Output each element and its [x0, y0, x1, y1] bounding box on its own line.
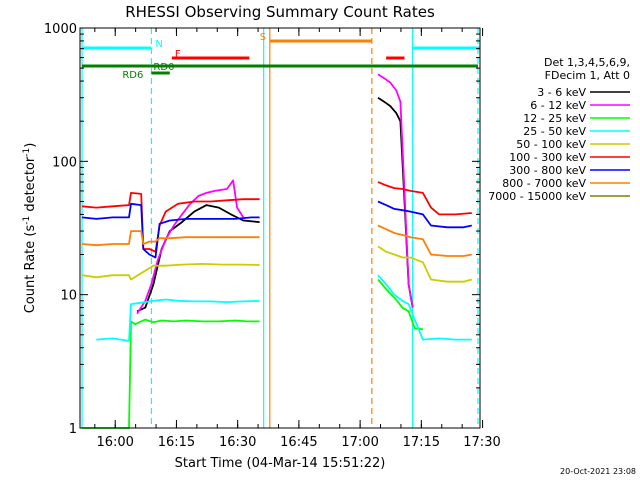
- y-tick-label: 100: [52, 155, 77, 170]
- legend-header-line-2: FDecim 1, Att 0: [545, 69, 630, 82]
- legend-label: 12 - 25 keV: [523, 112, 586, 125]
- series-50-100-kev-kev-segment-1: [81, 262, 260, 281]
- legend-header-line-1: Det 1,3,4,5,6,9,: [544, 56, 630, 69]
- series-6-12-kev-kev-segment-2: [377, 73, 414, 308]
- legend-label: 3 - 6 keV: [537, 86, 586, 99]
- x-tick-label: 17:00: [341, 435, 378, 450]
- legend: Det 1,3,4,5,6,9, FDecim 1, Att 0 3 - 6 k…: [488, 56, 630, 203]
- series-25-50-kev-kev-segment-1: [96, 298, 260, 342]
- status-label-f: F: [175, 49, 181, 60]
- y-ticks: 1 10 100 1000: [44, 22, 480, 437]
- y-tick-label: 10: [60, 289, 77, 304]
- status-label-rd6: RD6: [122, 70, 143, 81]
- series-12-25-kev-kev-segment-1: [82, 318, 260, 429]
- series-300-800-kev-kev-segment-2: [377, 200, 472, 229]
- y-axis-label: Count Rate (s-1 detector-1): [22, 143, 38, 314]
- legend-label: 800 - 7000 keV: [502, 177, 586, 190]
- legend-label: 6 - 12 keV: [530, 99, 586, 112]
- status-label-s: S: [260, 32, 266, 43]
- chart-title: RHESSI Observing Summary Count Rates: [125, 3, 435, 21]
- legend-label: 300 - 800 keV: [509, 164, 586, 177]
- x-tick-label: 16:15: [158, 435, 195, 450]
- legend-label: 100 - 300 keV: [509, 151, 586, 164]
- series-3-6-kev-kev-segment-1: [136, 204, 260, 313]
- x-tick-label: 16:30: [219, 435, 256, 450]
- x-axis-label: Start Time (04-Mar-14 15:51:22): [175, 456, 386, 471]
- series-300-800-kev-kev-segment-1: [81, 202, 260, 259]
- series-800-7000-kev-kev-segment-1: [81, 230, 260, 247]
- x-ticks: 16:00 16:15 16:30 16:45 17:00 17:15 17:30: [94, 28, 501, 450]
- series-800-7000-kev-kev-segment-2: [377, 224, 472, 257]
- series-6-12-kev-kev-segment-1: [136, 179, 245, 315]
- series-100-300-kev-kev-segment-2: [377, 181, 472, 216]
- y-tick-label: 1000: [44, 22, 77, 37]
- legend-label: 25 - 50 keV: [523, 125, 586, 138]
- series-50-100-kev-kev-segment-2: [377, 245, 473, 283]
- legend-label: 7000 - 15000 keV: [488, 190, 586, 203]
- x-tick-label: 17:15: [403, 435, 440, 450]
- footer-date: 20-Oct-2021 23:08: [560, 467, 636, 476]
- x-tick-label: 16:45: [280, 435, 317, 450]
- series-25-50-kev-kev-segment-2: [377, 274, 472, 341]
- x-tick-label: 16:00: [96, 435, 133, 450]
- legend-label: 50 - 100 keV: [516, 138, 586, 151]
- series-12-25-kev-kev-segment-2: [377, 278, 424, 331]
- x-tick-label: 17:30: [463, 435, 500, 450]
- status-label-n: N: [155, 39, 162, 50]
- y-tick-label: 1: [69, 422, 77, 437]
- plot-area: NSFRD0RD6: [81, 28, 480, 429]
- plot-frame: [79, 27, 481, 429]
